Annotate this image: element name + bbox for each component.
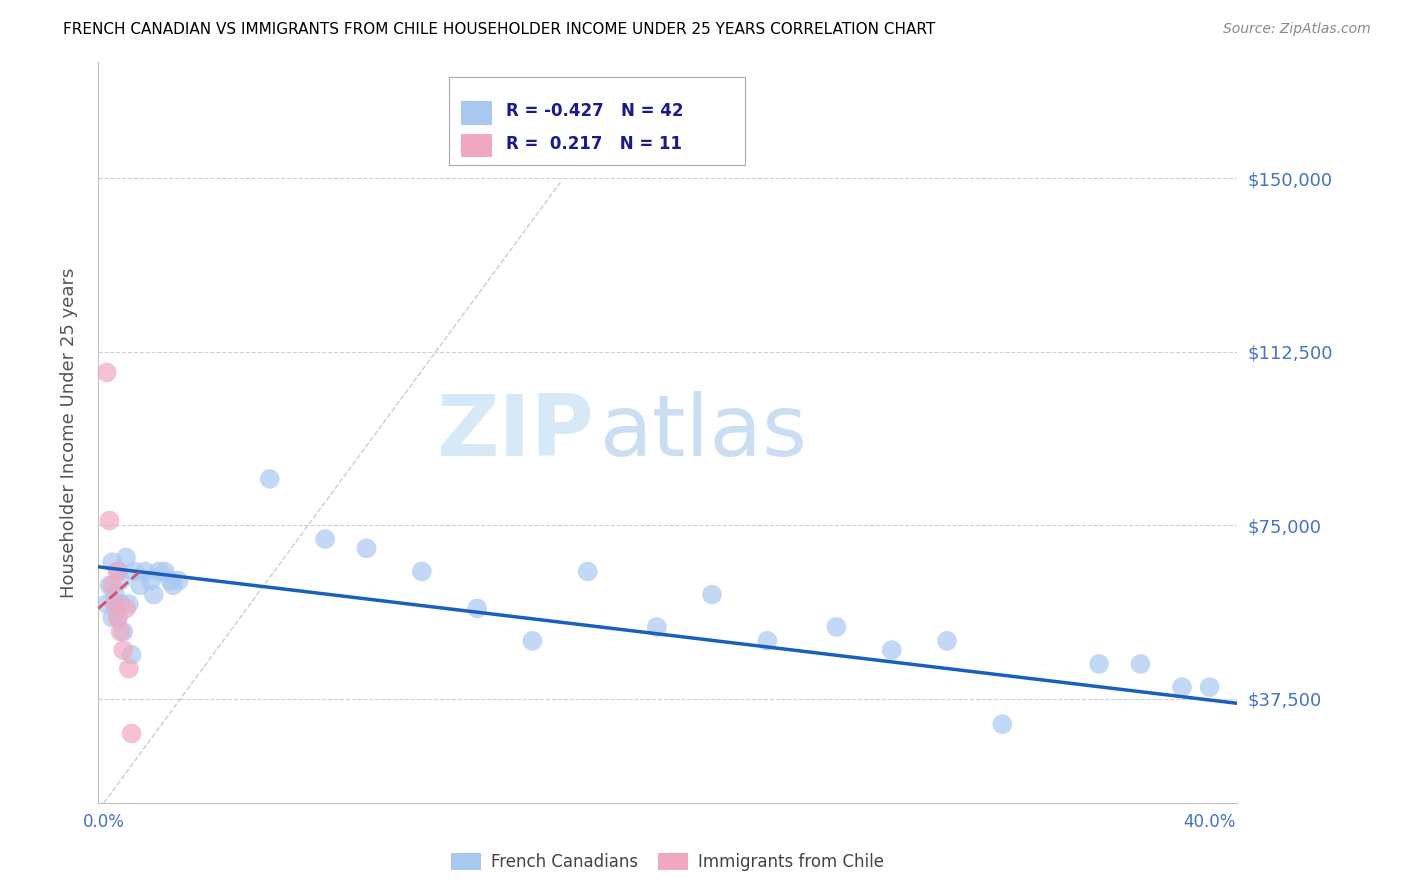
Point: [115, 601, 138, 615]
Point: [101, 555, 124, 569]
Point: [153, 565, 176, 579]
Point: [107, 610, 129, 624]
FancyBboxPatch shape: [461, 134, 492, 157]
Point: [134, 565, 156, 579]
Point: [121, 726, 143, 740]
Point: [991, 717, 1014, 731]
Point: [110, 597, 132, 611]
Point: [110, 574, 132, 588]
Point: [96, 366, 118, 380]
Point: [148, 565, 170, 579]
Y-axis label: Householder Income Under 25 years: Householder Income Under 25 years: [59, 268, 77, 598]
Point: [159, 574, 181, 588]
Point: [107, 565, 129, 579]
Point: [576, 565, 599, 579]
Point: [107, 565, 129, 579]
Point: [110, 624, 132, 639]
Text: FRENCH CANADIAN VS IMMIGRANTS FROM CHILE HOUSEHOLDER INCOME UNDER 25 YEARS CORRE: FRENCH CANADIAN VS IMMIGRANTS FROM CHILE…: [63, 22, 935, 37]
Point: [107, 610, 129, 624]
Point: [700, 588, 723, 602]
Text: atlas: atlas: [599, 391, 807, 475]
Point: [112, 643, 135, 657]
Point: [112, 624, 135, 639]
Point: [104, 597, 127, 611]
Point: [825, 620, 848, 634]
Point: [115, 550, 138, 565]
Point: [101, 610, 124, 624]
Point: [411, 565, 433, 579]
Text: R =  0.217   N = 11: R = 0.217 N = 11: [506, 135, 682, 153]
Point: [936, 633, 959, 648]
Point: [314, 532, 336, 546]
Point: [356, 541, 378, 556]
Point: [880, 643, 903, 657]
Point: [465, 601, 488, 615]
Point: [162, 578, 184, 592]
Point: [259, 472, 281, 486]
Point: [98, 514, 121, 528]
Text: ZIP: ZIP: [436, 391, 593, 475]
Point: [118, 662, 141, 676]
Point: [167, 574, 190, 588]
Point: [139, 574, 162, 588]
Point: [128, 578, 150, 592]
Point: [101, 578, 124, 592]
FancyBboxPatch shape: [461, 102, 492, 125]
Point: [756, 633, 779, 648]
Point: [124, 565, 146, 579]
Point: [142, 588, 165, 602]
Text: R = -0.427   N = 42: R = -0.427 N = 42: [506, 103, 683, 120]
Legend: French Canadians, Immigrants from Chile: French Canadians, Immigrants from Chile: [443, 845, 893, 880]
Point: [1171, 680, 1194, 694]
Point: [96, 597, 118, 611]
Point: [118, 597, 141, 611]
FancyBboxPatch shape: [449, 78, 745, 165]
Point: [522, 633, 544, 648]
Point: [1088, 657, 1111, 671]
Point: [1198, 680, 1220, 694]
Point: [104, 597, 127, 611]
Point: [1129, 657, 1152, 671]
Point: [98, 578, 121, 592]
Point: [121, 648, 143, 662]
Text: Source: ZipAtlas.com: Source: ZipAtlas.com: [1223, 22, 1371, 37]
Point: [104, 588, 127, 602]
Point: [645, 620, 668, 634]
